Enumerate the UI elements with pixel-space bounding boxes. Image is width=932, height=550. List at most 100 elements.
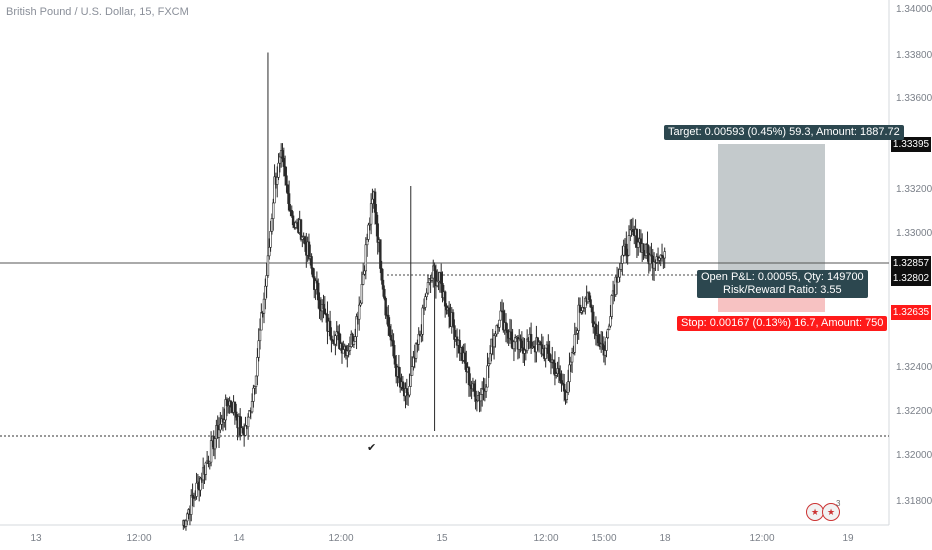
candle-body	[430, 277, 434, 281]
candle-body	[392, 340, 395, 357]
candle-body	[387, 314, 390, 327]
candle-body	[520, 340, 524, 349]
candle-body	[373, 191, 377, 213]
risk-reward-text: Risk/Reward Ratio: 3.55	[723, 284, 842, 296]
candle-body	[488, 353, 492, 364]
candle-body	[617, 276, 620, 283]
candle-body	[358, 304, 361, 320]
y-tick-label: 1.33800	[896, 50, 932, 61]
candle-body	[310, 256, 313, 269]
candle-body	[409, 375, 412, 387]
candle-body	[342, 349, 345, 354]
candle-body	[369, 203, 373, 225]
candle-body	[286, 184, 289, 194]
candle-body	[235, 411, 238, 418]
y-tick-label: 1.32200	[896, 406, 932, 417]
economic-events[interactable]: ★ ★ 3	[806, 499, 846, 527]
candle-body	[660, 254, 664, 257]
candle-body	[458, 340, 461, 354]
candle-body	[389, 335, 393, 341]
candle-body	[273, 176, 276, 204]
candle-body	[250, 401, 254, 413]
candle-body	[618, 269, 621, 278]
checkmark-icon: ✔	[367, 442, 377, 454]
candle-body	[451, 312, 455, 326]
target-label[interactable]: Target: 0.00593 (0.45%) 59.3, Amount: 18…	[664, 125, 904, 140]
candle-body	[244, 425, 247, 436]
candle-body	[512, 341, 516, 350]
candle-body	[223, 419, 226, 423]
candle-body	[380, 268, 383, 281]
candle-body	[425, 292, 428, 297]
candle-body	[621, 254, 624, 264]
candle-body	[548, 353, 551, 362]
candle-body	[209, 440, 213, 463]
candle-body	[328, 320, 332, 337]
candle-body	[565, 392, 569, 400]
x-tick-label: 12:00	[328, 533, 354, 544]
candle-body	[514, 337, 517, 343]
candle-body	[277, 162, 280, 178]
candle-body	[510, 331, 513, 341]
candle-body	[463, 352, 467, 364]
candle-body	[487, 363, 490, 367]
candle-body	[610, 295, 613, 317]
candle-body	[330, 335, 333, 341]
candle-body	[560, 380, 563, 384]
candle-body	[552, 359, 555, 364]
candle-body	[276, 177, 279, 185]
current-price-tag: 1.32857	[891, 256, 931, 271]
candle-body	[257, 340, 260, 358]
y-tick-label: 1.33600	[896, 93, 932, 104]
candle-body	[417, 334, 420, 345]
candle-body	[281, 150, 284, 159]
candle-body	[186, 513, 189, 522]
candle-body	[254, 375, 258, 387]
candle-body	[606, 329, 610, 338]
candle-body	[315, 280, 319, 284]
candle-body	[322, 304, 325, 310]
candle-body	[317, 282, 320, 301]
candle-body	[405, 388, 409, 394]
x-tick-label: 18	[659, 533, 671, 544]
pnl-label[interactable]: Open P&L: 0.00055, Qty: 149700 Risk/Rewa…	[697, 270, 868, 298]
stop-label[interactable]: Stop: 0.00167 (0.13%) 16.7, Amount: 750	[677, 316, 888, 331]
x-tick-label: 15	[436, 533, 448, 544]
candle-body	[348, 346, 352, 351]
candle-body	[217, 429, 221, 438]
stop-price-tag: 1.32635	[891, 305, 931, 320]
candle-body	[625, 243, 628, 256]
candle-body	[498, 319, 501, 328]
candle-body	[592, 311, 595, 328]
us-flag-icon[interactable]: ★	[822, 503, 840, 521]
pnl-text: Open P&L: 0.00055, Qty: 149700	[701, 271, 864, 283]
candle-body	[290, 210, 293, 217]
candle-body	[474, 390, 477, 402]
candle-body	[529, 333, 533, 349]
candle-body	[256, 357, 259, 377]
y-tick-label: 1.32000	[896, 450, 932, 461]
candle-body	[544, 347, 547, 359]
symbol-title: British Pound / U.S. Dollar, 15, FXCM	[6, 6, 189, 18]
x-tick-label: 19	[842, 533, 854, 544]
candle-body	[375, 212, 378, 225]
candle-body	[570, 352, 574, 363]
candle-body	[603, 350, 607, 356]
target-price-tag: 1.33395	[891, 137, 931, 152]
candle-body	[272, 202, 275, 219]
candle-body	[352, 340, 356, 345]
candle-body	[576, 330, 579, 334]
candle-body	[195, 482, 198, 497]
candle-body	[359, 302, 362, 306]
candle-body	[559, 373, 562, 381]
candle-body	[562, 383, 566, 392]
candle-body	[658, 257, 661, 261]
candle-body	[376, 223, 379, 243]
target-zone	[718, 144, 825, 275]
candle-body	[260, 312, 263, 331]
candle-body	[475, 400, 479, 403]
candle-body	[190, 494, 193, 515]
y-tick-label: 1.33000	[896, 228, 932, 239]
candle-body	[566, 381, 570, 393]
candle-body	[486, 365, 489, 388]
